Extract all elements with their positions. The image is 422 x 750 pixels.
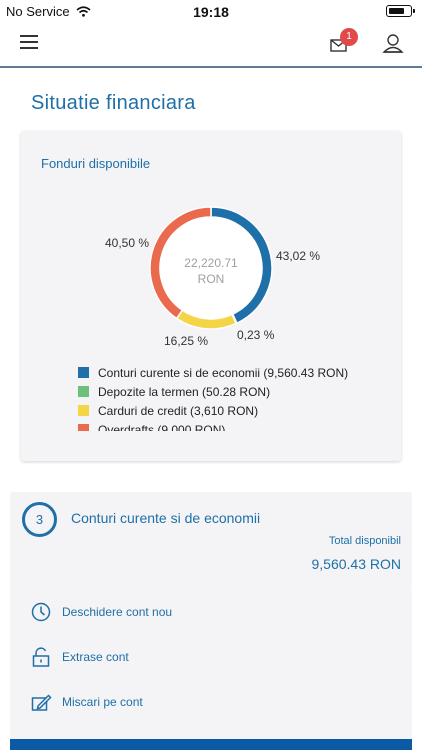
action-label: Miscari pe cont (62, 695, 143, 709)
account-actions: Deschidere cont nou Extrase cont Miscari… (10, 588, 412, 750)
chart-center-currency: RON (197, 272, 225, 286)
profile-button[interactable] (380, 30, 406, 58)
legend-item: Carduri de credit (3,610 RON) (78, 401, 378, 420)
legend-swatch (78, 367, 89, 378)
legend-label: Overdrafts (9,000 RON) (98, 422, 226, 432)
carrier-label: No Service (6, 4, 70, 19)
chart-center-amount: 22,220.71 RON (161, 255, 261, 287)
status-time: 19:18 (193, 4, 229, 20)
donut-slice-4 (149, 206, 212, 320)
legend-item: Overdrafts (9,000 RON) (78, 420, 378, 431)
hamburger-icon[interactable] (20, 34, 40, 50)
donut-chart (149, 206, 273, 330)
notification-badge: 1 (340, 28, 358, 46)
legend-swatch (78, 405, 89, 416)
donut-hole (160, 217, 262, 319)
page-title: Situatie financiara (31, 92, 196, 114)
statements-button[interactable]: Extrase cont (10, 636, 412, 676)
total-available-amount: 9,560.43 RON (311, 556, 402, 572)
edit-icon (31, 694, 52, 711)
account-count-badge: 3 (22, 502, 57, 537)
legend-label: Depozite la termen (50.28 RON) (98, 384, 271, 399)
pct-label-current: 43,02 % (276, 249, 321, 263)
chart-legend: Conturi curente si de economii (9,560.43… (78, 363, 378, 431)
clock-icon (31, 602, 51, 622)
status-bar: No Service 19:18 (0, 0, 422, 22)
battery-icon (386, 5, 415, 17)
funds-card: Fonduri disponibile 22,220.71 RON 43,02 … (21, 131, 401, 461)
wifi-icon (76, 6, 91, 17)
chart-center-value: 22,220.71 (184, 256, 238, 270)
legend-item: Depozite la termen (50.28 RON) (78, 382, 378, 401)
legend-swatch (78, 424, 89, 431)
legend-swatch (78, 386, 89, 397)
accounts-card[interactable]: 3 Conturi curente si de economii Total d… (10, 492, 412, 588)
action-label: Deschidere cont nou (62, 605, 173, 619)
total-available-label: Total disponibil (328, 535, 401, 547)
pct-label-deposits: 0,23 % (237, 328, 275, 342)
pct-label-overdrafts: 40,50 % (105, 236, 150, 250)
bottom-action-bar[interactable] (10, 739, 412, 750)
nav-bar: 1 (0, 22, 422, 68)
open-account-button[interactable]: Deschidere cont nou (10, 591, 412, 631)
legend-label: Conturi curente si de economii (9,560.43… (98, 365, 349, 380)
accounts-title: Conturi curente si de economii (71, 510, 261, 526)
legend-item: Conturi curente si de economii (9,560.43… (78, 363, 378, 382)
pct-label-cards: 16,25 % (164, 334, 209, 348)
lock-icon (32, 647, 50, 667)
transactions-button[interactable]: Miscari pe cont (10, 681, 412, 721)
status-left: No Service (6, 4, 91, 19)
legend-label: Carduri de credit (3,610 RON) (98, 403, 259, 418)
user-icon (382, 34, 404, 53)
funds-title: Fonduri disponibile (41, 156, 151, 171)
action-label: Extrase cont (62, 650, 129, 664)
